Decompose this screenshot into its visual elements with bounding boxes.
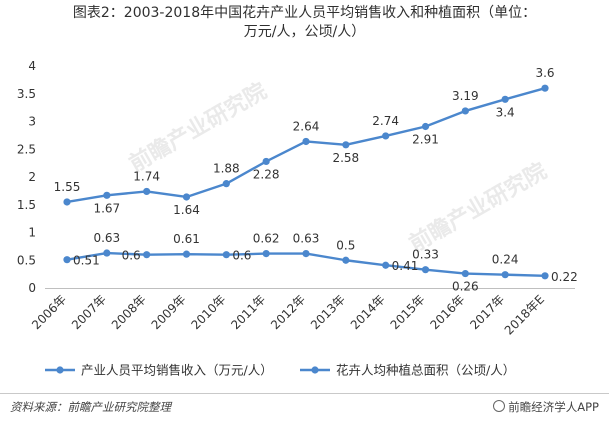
y-tick-label: 2 bbox=[28, 170, 36, 184]
series-1-point bbox=[262, 157, 270, 166]
y-tick-label: 0 bbox=[28, 281, 36, 295]
y-tick-label: 1 bbox=[28, 226, 36, 240]
data-label: 0.33 bbox=[412, 248, 439, 262]
data-label: 3.6 bbox=[535, 66, 554, 80]
series-1-point bbox=[382, 132, 390, 140]
x-tick-label: 2016年 bbox=[427, 292, 467, 332]
series-1-point bbox=[302, 137, 310, 146]
series-1-point bbox=[501, 95, 509, 103]
y-tick-label: 4 bbox=[28, 59, 36, 73]
data-label: 1.74 bbox=[133, 169, 160, 183]
data-label: 1.55 bbox=[54, 180, 81, 194]
data-label: 0.63 bbox=[93, 231, 120, 245]
data-label: 2.64 bbox=[293, 119, 320, 133]
series-2-point bbox=[541, 272, 549, 280]
data-label: 3.4 bbox=[496, 105, 515, 119]
legend-swatch-marker bbox=[311, 366, 319, 374]
legend-swatch-marker bbox=[56, 366, 64, 374]
x-tick-label: 2007年 bbox=[69, 292, 109, 332]
series-2-point bbox=[421, 266, 430, 274]
data-label: 0.41 bbox=[392, 259, 419, 273]
data-label: 0.22 bbox=[551, 270, 578, 284]
data-label: 0.62 bbox=[253, 232, 280, 246]
legend-label: 花卉人均种植总面积（公顷/人） bbox=[336, 363, 515, 378]
source-note: 资料来源：前瞻产业研究院整理 bbox=[10, 400, 171, 414]
series-2-point bbox=[143, 251, 151, 259]
data-label: 2.74 bbox=[372, 114, 399, 128]
data-label: 0.26 bbox=[452, 280, 479, 294]
x-tick-label: 2013年 bbox=[308, 292, 348, 332]
data-label: 0.63 bbox=[293, 232, 320, 246]
data-label: 1.67 bbox=[93, 201, 120, 215]
series-1-point bbox=[63, 198, 71, 206]
series-2-point bbox=[182, 250, 191, 258]
series-2-point bbox=[382, 261, 390, 269]
x-tick-label: 2006年 bbox=[29, 292, 69, 332]
legend-label: 产业人员平均销售收入（万元/人） bbox=[81, 363, 273, 378]
data-label: 0.5 bbox=[336, 238, 355, 252]
chart-title: 图表2：2003-2018年中国花卉产业人员平均销售收入和种植面积（单位： 万元… bbox=[0, 4, 609, 42]
y-tick-label: 0.5 bbox=[17, 253, 36, 267]
brand-text: 前瞻经济学人APP bbox=[508, 400, 599, 414]
chart-title-line-2: 万元/人，公顷/人） bbox=[243, 24, 366, 40]
series-2-point bbox=[342, 256, 350, 264]
chart-title-line-1: 图表2：2003-2018年中国花卉产业人员平均销售收入和种植面积（单位： bbox=[72, 5, 537, 21]
series-2-point bbox=[302, 249, 310, 258]
series-1-point bbox=[421, 122, 430, 131]
x-tick-label: 2015年 bbox=[388, 292, 428, 332]
y-tick-label: 2.5 bbox=[17, 142, 36, 156]
data-label: 0.61 bbox=[173, 232, 200, 246]
data-label: 0.24 bbox=[492, 253, 519, 267]
data-label: 0.51 bbox=[73, 254, 100, 268]
gear-logo-icon bbox=[493, 400, 506, 412]
data-label: 0.6 bbox=[232, 249, 251, 263]
x-tick-label: 2009年 bbox=[149, 292, 189, 332]
x-tick-label: 2017年 bbox=[467, 292, 507, 332]
data-label: 3.19 bbox=[452, 89, 479, 103]
series-2-point bbox=[222, 251, 230, 259]
series-2-point bbox=[63, 256, 71, 264]
series-1-point bbox=[143, 187, 151, 196]
series-1-point bbox=[342, 141, 350, 149]
data-label: 1.88 bbox=[213, 162, 240, 176]
series-1-point bbox=[541, 84, 549, 92]
x-tick-label: 2012年 bbox=[268, 292, 308, 332]
series-1-point bbox=[182, 193, 191, 201]
y-tick-label: 3.5 bbox=[17, 87, 36, 101]
y-tick-label: 1.5 bbox=[17, 198, 36, 212]
footer-divider bbox=[0, 393, 609, 394]
series-2-point bbox=[262, 249, 270, 258]
data-label: 0.6 bbox=[122, 249, 141, 263]
x-tick-label: 2014年 bbox=[348, 292, 388, 332]
series-1-point bbox=[103, 191, 111, 199]
series-line-1 bbox=[66, 87, 546, 204]
series-1-point bbox=[461, 107, 469, 115]
x-tick-label: 2018年E bbox=[502, 292, 547, 337]
data-label: 2.91 bbox=[412, 132, 439, 146]
series-2-point bbox=[461, 269, 469, 278]
series-1-point bbox=[222, 180, 230, 188]
x-tick-label: 2011年 bbox=[228, 292, 268, 332]
series-2-point bbox=[501, 271, 509, 279]
x-tick-label: 2010年 bbox=[188, 292, 228, 332]
series-2-point bbox=[103, 249, 111, 257]
y-tick-label: 3 bbox=[28, 115, 36, 129]
data-label: 1.64 bbox=[173, 203, 200, 217]
data-label: 2.28 bbox=[253, 167, 280, 181]
data-label: 2.58 bbox=[332, 151, 359, 165]
x-tick-label: 2008年 bbox=[109, 292, 149, 332]
brand-label: 前瞻经济学人APP bbox=[493, 399, 599, 415]
